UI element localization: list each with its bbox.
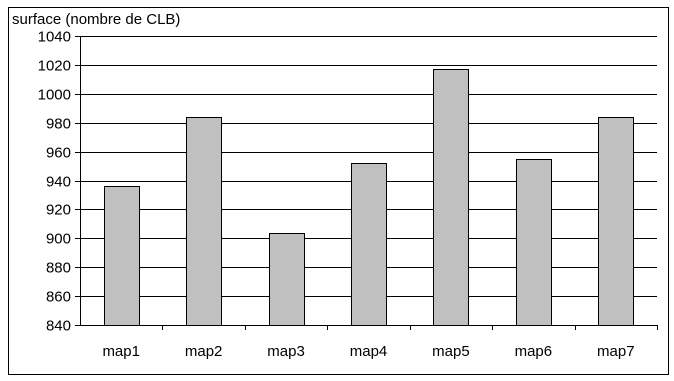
x-tick-label: map5	[432, 343, 470, 360]
y-tick-label: 900	[46, 231, 71, 248]
x-tick-label: map4	[350, 343, 388, 360]
y-tick-label: 1020	[38, 58, 71, 75]
bar-map7	[598, 117, 634, 326]
y-tick-label: 840	[46, 318, 71, 335]
bar-map1	[104, 186, 140, 326]
y-tick-label: 880	[46, 260, 71, 277]
axes: 840 860 880 900 920 940 960 980 1000 1020 1040 map1…	[38, 29, 658, 360]
bar-map3	[269, 233, 305, 326]
bar-map6	[516, 159, 552, 326]
x-tick-label: map2	[185, 343, 223, 360]
bar-map4	[351, 163, 387, 326]
y-tick-label: 960	[46, 145, 71, 162]
y-tick-label: 980	[46, 116, 71, 133]
y-tick-label: 1000	[38, 87, 71, 104]
bar-map5	[433, 69, 469, 326]
y-tick-label: 860	[46, 289, 71, 306]
x-tick-label: map1	[102, 343, 140, 360]
y-axis-title: surface (nombre de CLB)	[12, 11, 180, 28]
gridlines	[80, 36, 657, 297]
bar-map2	[186, 117, 222, 326]
y-tick-label: 1040	[38, 29, 71, 46]
y-tick-label: 940	[46, 174, 71, 191]
y-tick-label: 920	[46, 202, 71, 219]
x-tick-label: map6	[515, 343, 553, 360]
x-tick-label: map3	[267, 343, 305, 360]
x-tick-label: map7	[597, 343, 635, 360]
